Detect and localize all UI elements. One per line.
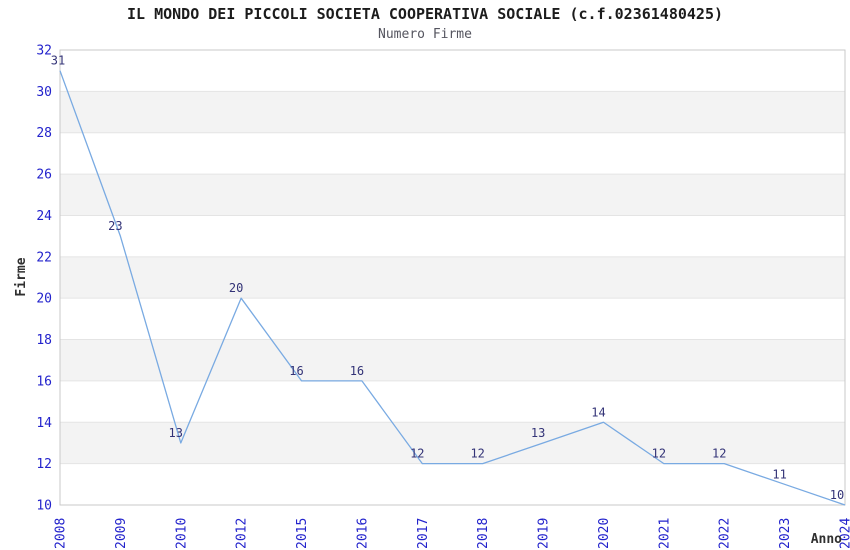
x-tick-label: 2022 xyxy=(718,518,733,549)
data-label: 20 xyxy=(229,281,243,295)
x-tick-label: 2024 xyxy=(839,518,850,549)
data-label: 23 xyxy=(108,219,122,233)
plot-band xyxy=(60,339,845,381)
chart-title: IL MONDO DEI PICCOLI SOCIETA COOPERATIVA… xyxy=(127,5,723,23)
data-label: 12 xyxy=(712,447,726,461)
y-tick-label: 26 xyxy=(36,168,52,183)
data-label: 16 xyxy=(350,364,364,378)
y-tick-label: 24 xyxy=(36,209,52,224)
data-label: 12 xyxy=(470,447,484,461)
plot-border xyxy=(59,49,846,506)
y-tick-label: 22 xyxy=(36,250,52,265)
y-tick-label: 28 xyxy=(36,126,52,141)
y-tick-label: 18 xyxy=(36,333,52,348)
data-label: 16 xyxy=(289,364,303,378)
y-tick-label: 20 xyxy=(36,292,52,307)
x-tick-label: 2020 xyxy=(597,518,612,549)
data-label: 31 xyxy=(51,54,65,68)
chart-subtitle: Numero Firme xyxy=(378,27,472,42)
x-tick-label: 2015 xyxy=(295,518,310,549)
data-label: 14 xyxy=(591,405,605,419)
x-tick-label: 2023 xyxy=(778,518,793,549)
x-tick-label: 2021 xyxy=(657,518,672,549)
x-tick-label: 2018 xyxy=(476,518,491,549)
x-tick-label: 2008 xyxy=(54,518,69,549)
y-tick-label: 16 xyxy=(36,374,52,389)
x-tick-label: 2016 xyxy=(355,518,370,549)
x-tick-label: 2009 xyxy=(114,518,129,549)
y-tick-label: 30 xyxy=(36,85,52,100)
plot-band xyxy=(60,174,845,216)
plot-band xyxy=(60,91,845,133)
x-tick-label: 2012 xyxy=(235,518,250,549)
data-label: 11 xyxy=(772,467,786,481)
x-tick-label: 2019 xyxy=(537,518,552,549)
y-tick-label: 12 xyxy=(36,457,52,472)
y-tick-label: 10 xyxy=(36,499,52,514)
data-label: 10 xyxy=(830,488,844,502)
plot-band xyxy=(60,422,845,464)
y-tick-label: 14 xyxy=(36,416,52,431)
data-label: 12 xyxy=(410,447,424,461)
x-tick-label: 2017 xyxy=(416,518,431,549)
data-label: 13 xyxy=(169,426,183,440)
data-label: 13 xyxy=(531,426,545,440)
y-tick-label: 32 xyxy=(36,44,52,59)
y-axis-title: Firme xyxy=(14,257,29,296)
x-tick-label: 2010 xyxy=(174,518,189,549)
x-axis-title: Anno xyxy=(811,532,842,547)
plot-band xyxy=(60,256,845,299)
series-line xyxy=(59,70,846,506)
data-label: 12 xyxy=(652,447,666,461)
